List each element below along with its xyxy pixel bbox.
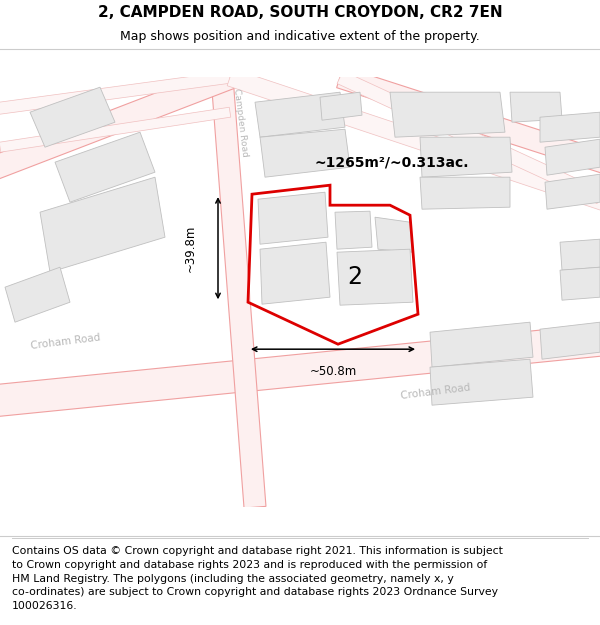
Text: Campden Road: Campden Road <box>232 88 250 157</box>
Text: Croham Road: Croham Road <box>400 383 471 401</box>
Polygon shape <box>420 177 510 209</box>
Polygon shape <box>0 107 231 152</box>
Polygon shape <box>545 174 600 209</box>
Polygon shape <box>337 71 600 204</box>
Polygon shape <box>40 177 165 272</box>
Polygon shape <box>0 71 231 118</box>
Text: Map shows position and indicative extent of the property.: Map shows position and indicative extent… <box>120 30 480 43</box>
Polygon shape <box>540 112 600 142</box>
Polygon shape <box>260 242 330 304</box>
Polygon shape <box>55 132 155 202</box>
Polygon shape <box>420 137 512 178</box>
Polygon shape <box>30 87 115 147</box>
Polygon shape <box>260 129 350 178</box>
Text: ~1265m²/~0.313ac.: ~1265m²/~0.313ac. <box>315 155 470 169</box>
Text: ~39.8m: ~39.8m <box>184 224 197 272</box>
Polygon shape <box>5 268 70 322</box>
Polygon shape <box>545 139 600 175</box>
Text: 2, CAMPDEN ROAD, SOUTH CROYDON, CR2 7EN: 2, CAMPDEN ROAD, SOUTH CROYDON, CR2 7EN <box>98 4 502 19</box>
Polygon shape <box>227 69 600 226</box>
Polygon shape <box>430 322 533 367</box>
Polygon shape <box>320 92 362 120</box>
Text: Contains OS data © Crown copyright and database right 2021. This information is : Contains OS data © Crown copyright and d… <box>12 546 503 611</box>
Polygon shape <box>510 92 562 123</box>
Polygon shape <box>390 92 505 137</box>
Polygon shape <box>248 185 418 344</box>
Polygon shape <box>335 211 372 249</box>
Polygon shape <box>560 239 600 270</box>
Polygon shape <box>560 268 600 300</box>
Polygon shape <box>337 249 413 305</box>
Polygon shape <box>258 192 328 244</box>
Polygon shape <box>255 92 345 137</box>
Text: 2: 2 <box>347 265 362 289</box>
Polygon shape <box>0 66 235 188</box>
Polygon shape <box>337 67 600 188</box>
Polygon shape <box>0 319 600 421</box>
Text: Croham Road: Croham Road <box>30 333 101 351</box>
Text: ~50.8m: ~50.8m <box>310 364 356 378</box>
Polygon shape <box>375 217 412 252</box>
Polygon shape <box>540 322 600 359</box>
Polygon shape <box>430 359 533 405</box>
Polygon shape <box>211 76 266 508</box>
